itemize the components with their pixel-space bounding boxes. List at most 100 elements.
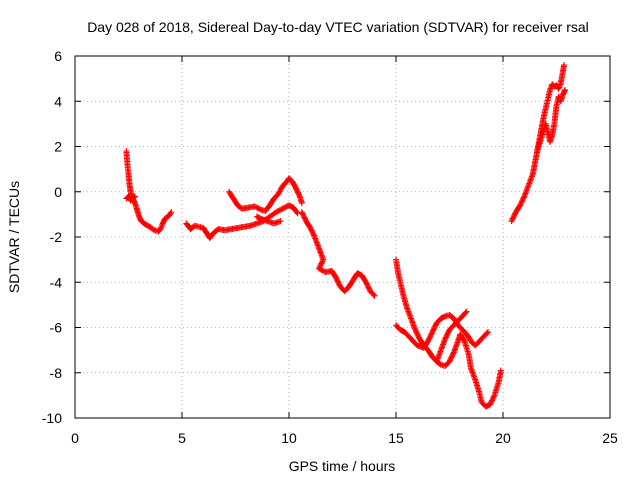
data-point-marker: [293, 209, 300, 216]
x-tick-label: 10: [281, 430, 297, 446]
data-point-marker: [488, 397, 495, 404]
data-point-marker: [363, 280, 370, 287]
data-point-marker: [463, 308, 470, 315]
data-point-marker: [364, 281, 371, 288]
data-point-marker: [334, 277, 341, 284]
y-tick-label: 0: [54, 184, 62, 200]
data-point-marker: [425, 336, 432, 343]
y-tick-label: 2: [54, 139, 62, 155]
data-point-marker: [425, 338, 432, 345]
data-point-marker: [520, 194, 527, 201]
data-point-marker: [449, 351, 456, 358]
data-point-marker: [560, 62, 567, 69]
data-point-marker: [520, 195, 527, 202]
x-tick-label: 5: [178, 430, 186, 446]
data-point-marker: [275, 207, 282, 214]
data-point-marker: [510, 214, 517, 221]
data-point-marker: [430, 326, 437, 333]
data-point-marker: [511, 211, 518, 218]
data-point-marker: [131, 193, 138, 200]
data-point-marker: [429, 329, 436, 336]
y-tick-label: -8: [50, 365, 63, 381]
data-point-marker: [414, 330, 421, 337]
data-point-marker: [519, 197, 526, 204]
x-axis-title: GPS time / hours: [289, 458, 396, 474]
y-tick-labels: -10 -8 -6 -4 -2 0 2 4 6: [42, 48, 62, 426]
data-point-marker: [276, 189, 283, 196]
data-point-marker: [319, 259, 326, 266]
data-point-marker: [294, 188, 301, 195]
data-point-marker: [293, 186, 300, 193]
data-point-marker: [256, 206, 263, 213]
data-point-marker: [253, 204, 260, 211]
data-point-marker: [296, 191, 303, 198]
data-point-marker: [518, 199, 525, 206]
data-point-marker: [277, 218, 284, 225]
data-point-marker: [308, 226, 315, 233]
data-point-marker: [447, 357, 454, 364]
data-point-marker: [294, 189, 301, 196]
data-point-marker: [509, 216, 516, 223]
data-point-marker: [511, 212, 518, 219]
data-point-marker: [315, 265, 322, 272]
data-point-marker: [275, 191, 282, 198]
data-point-marker: [335, 279, 342, 286]
data-point-marker: [426, 334, 433, 341]
data-point-marker: [301, 214, 308, 221]
data-point-marker: [295, 190, 302, 197]
data-point-marker: [487, 401, 494, 408]
data-point-marker: [308, 227, 315, 234]
data-point-marker: [317, 266, 324, 273]
data-point-marker: [299, 210, 306, 217]
y-tick-label: -2: [50, 229, 63, 245]
data-point-marker: [415, 333, 422, 340]
data-point-marker: [412, 326, 419, 333]
data-point-marker: [429, 327, 436, 334]
data-point-marker: [517, 201, 524, 208]
data-point-marker: [414, 331, 421, 338]
data-point-marker: [509, 215, 516, 222]
data-point-marker: [300, 212, 307, 219]
data-point-marker: [508, 218, 515, 225]
x-tick-label: 15: [388, 430, 404, 446]
data-point-marker: [370, 291, 377, 298]
data-point-marker: [446, 358, 453, 365]
data-points: [123, 62, 569, 410]
data-point-marker: [317, 261, 324, 268]
axis-ticks: [74, 55, 611, 419]
x-tick-labels: 0 5 10 15 20 25: [71, 430, 618, 446]
data-point-marker: [412, 328, 419, 335]
data-point-marker: [432, 322, 439, 329]
data-point-marker: [278, 185, 285, 192]
y-tick-label: -6: [50, 320, 63, 336]
data-point-marker: [444, 331, 451, 338]
data-point-marker: [320, 256, 327, 263]
data-point-marker: [333, 274, 340, 281]
y-tick-label: 6: [54, 48, 62, 64]
data-point-marker: [427, 332, 434, 339]
data-point-marker: [251, 203, 258, 210]
chart-title: Day 028 of 2018, Sidereal Day-to-day VTE…: [87, 19, 589, 35]
data-point-marker: [298, 200, 305, 207]
data-point-marker: [310, 231, 317, 238]
data-point-marker: [301, 215, 308, 222]
data-point-marker: [298, 209, 305, 216]
data-point-marker: [442, 334, 449, 341]
data-point-marker: [443, 333, 450, 340]
data-point-marker: [363, 279, 370, 286]
data-point-marker: [413, 329, 420, 336]
data-point-marker: [447, 355, 454, 362]
x-tick-label: 0: [71, 430, 79, 446]
data-point-marker: [292, 184, 299, 191]
data-point-marker: [366, 285, 373, 292]
data-point-marker: [365, 284, 372, 291]
data-point-marker: [318, 260, 325, 267]
data-point-marker: [278, 206, 285, 213]
data-point-marker: [318, 267, 325, 274]
data-point-marker: [319, 257, 326, 264]
data-point-marker: [562, 86, 569, 93]
y-tick-label: 4: [54, 93, 62, 109]
data-point-marker: [334, 278, 341, 285]
data-point-marker: [445, 329, 452, 336]
